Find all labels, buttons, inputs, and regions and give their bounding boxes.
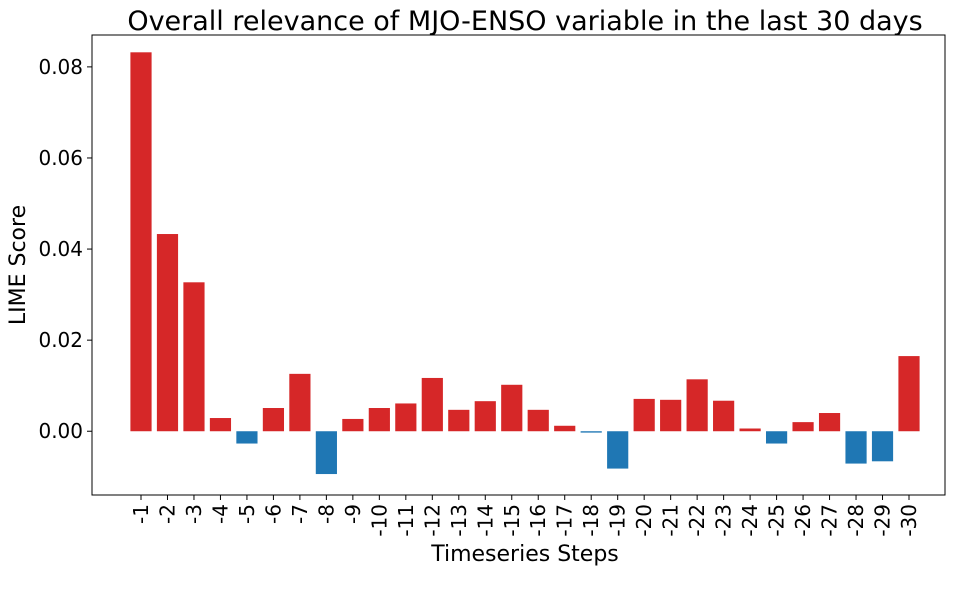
x-tick-label: -8 — [314, 504, 338, 524]
x-tick-label: -11 — [394, 504, 418, 537]
x-tick-label: -3 — [182, 504, 206, 524]
x-tick-label: -19 — [606, 504, 630, 537]
bar--27 — [818, 413, 841, 432]
bar--3 — [183, 282, 205, 432]
x-tick-label: -7 — [288, 504, 312, 524]
x-tick-label: -22 — [685, 504, 709, 537]
x-tick-label: -23 — [712, 504, 736, 537]
bar--18 — [580, 431, 602, 433]
y-tick-label: 0.04 — [38, 237, 83, 261]
bar--23 — [713, 400, 735, 432]
x-tick-label: -26 — [791, 504, 815, 537]
x-axis-label: Timeseries Steps — [430, 542, 619, 567]
x-tick-label: -28 — [844, 504, 868, 537]
x-tick-label: -9 — [341, 504, 365, 524]
bar--6 — [262, 408, 285, 432]
chart-title: Overall relevance of MJO-ENSO variable i… — [127, 6, 922, 37]
bar--30 — [898, 356, 920, 432]
x-tick-label: -29 — [871, 504, 895, 537]
x-tick-label: -1 — [129, 504, 153, 524]
x-tick-label: -4 — [208, 504, 232, 524]
bar--11 — [395, 403, 417, 432]
y-axis-label: LIME Score — [6, 205, 31, 325]
x-tick-label: -17 — [553, 504, 577, 537]
bar--14 — [474, 401, 496, 432]
bar--24 — [739, 428, 761, 432]
bar--29 — [871, 431, 894, 462]
x-tick-label: -24 — [738, 504, 762, 537]
bar--26 — [792, 422, 814, 432]
bar--9 — [342, 418, 364, 432]
bar--17 — [554, 425, 576, 432]
bar--21 — [660, 399, 682, 432]
y-tick-label: 0.08 — [38, 55, 83, 79]
x-tick-label: -14 — [473, 504, 497, 537]
bar--8 — [315, 431, 337, 475]
x-tick-label: -5 — [235, 504, 259, 524]
x-tick-label: -6 — [261, 504, 285, 524]
bar--22 — [686, 379, 708, 432]
bar--20 — [633, 398, 655, 432]
bar--19 — [607, 431, 629, 469]
y-tick-label: 0.00 — [38, 419, 83, 443]
x-tick-label: -16 — [526, 504, 550, 537]
bar--28 — [845, 431, 867, 464]
bar--16 — [527, 409, 549, 432]
x-tick-label: -18 — [579, 504, 603, 537]
x-tick-label: -12 — [420, 504, 444, 537]
x-tick-label: -2 — [155, 504, 179, 524]
plot-frame — [91, 34, 946, 496]
x-tick-label: -27 — [818, 504, 842, 537]
bar--4 — [209, 418, 232, 432]
x-tick-label: -25 — [765, 504, 789, 537]
y-axis-ticks: 0.00 0.02 0.04 0.06 0.08 — [38, 55, 92, 443]
y-tick-label: 0.02 — [38, 328, 83, 352]
y-tick-label: 0.06 — [38, 146, 83, 170]
bar--25 — [765, 431, 788, 444]
bar--12 — [421, 377, 443, 432]
x-tick-label: -30 — [897, 504, 921, 537]
bar--2 — [156, 234, 179, 432]
bar--15 — [501, 384, 523, 432]
bar--13 — [448, 409, 470, 432]
x-tick-label: -13 — [447, 504, 471, 537]
x-tick-label: -21 — [659, 504, 683, 537]
bar--1 — [130, 52, 152, 432]
x-tick-label: -20 — [632, 504, 656, 537]
x-tick-label: -10 — [367, 504, 391, 537]
x-tick-label: -15 — [500, 504, 524, 537]
bar--5 — [236, 431, 258, 444]
bars-group — [130, 52, 920, 475]
bar--10 — [368, 408, 390, 432]
bar--7 — [289, 373, 311, 432]
x-axis-ticks: -1 -2 -3 -4 -5 -6 -7 -8 -9 -10 -11 -12 -13 -14 -15 -16-… — [129, 495, 921, 537]
